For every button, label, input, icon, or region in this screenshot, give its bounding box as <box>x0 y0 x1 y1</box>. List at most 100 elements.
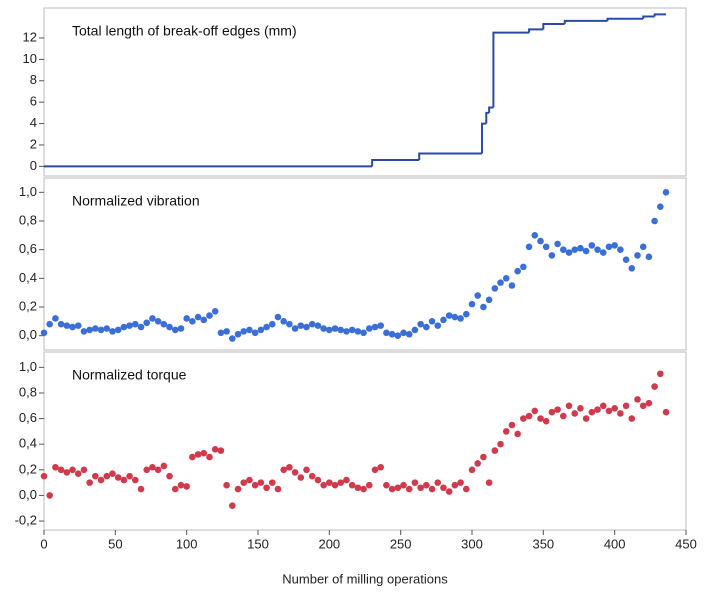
scatter-point <box>257 326 265 334</box>
scatter-point <box>599 249 607 256</box>
scatter-point <box>383 329 390 337</box>
scatter-point <box>166 472 173 480</box>
scatter-point <box>497 440 504 448</box>
scatter-point <box>331 325 339 332</box>
scatter-point <box>223 328 230 335</box>
scatter-point <box>177 481 185 489</box>
scatter-point <box>194 451 202 458</box>
scatter-point <box>622 256 630 264</box>
panel-frame <box>43 7 687 177</box>
y-tick-label: 12 <box>23 29 37 44</box>
scatter-point <box>183 315 190 322</box>
scatter-point <box>46 320 54 328</box>
scatter-point <box>57 320 65 328</box>
scatter-point <box>548 252 556 259</box>
scatter-point <box>657 203 664 210</box>
scatter-point <box>137 323 145 331</box>
scatter-point <box>405 485 413 493</box>
scatter-point <box>554 240 561 248</box>
scatter-point <box>588 408 596 416</box>
step-line <box>488 106 494 113</box>
scatter-point <box>388 485 396 493</box>
scatter-point <box>560 246 567 253</box>
scatter-point <box>291 469 299 476</box>
y-tick-label: 6 <box>30 94 37 109</box>
scatter-point <box>411 479 419 486</box>
x-axis-label: Number of milling operations <box>282 571 448 586</box>
scatter-point <box>485 479 493 486</box>
scatter-point <box>132 476 139 484</box>
scatter-point <box>508 421 516 429</box>
scatter-point <box>154 318 162 325</box>
scatter-point <box>548 408 556 416</box>
y-tick-label: 0 <box>30 158 37 173</box>
scatter-point <box>154 466 162 474</box>
panel-title: Normalized torque <box>72 367 187 383</box>
scatter-point <box>497 279 504 286</box>
scatter-point <box>405 330 413 338</box>
scatter-point <box>274 485 282 493</box>
scatter-point <box>160 320 168 328</box>
scatter-point <box>508 282 516 289</box>
x-tick-label: 100 <box>176 536 198 551</box>
scatter-point <box>423 481 430 489</box>
scatter-point <box>423 323 430 331</box>
scatter-point <box>69 466 76 474</box>
scatter-point <box>92 325 99 332</box>
y-tick-label: 10 <box>23 51 37 66</box>
scatter-point <box>103 325 111 332</box>
scatter-point <box>394 484 402 492</box>
scatter-point <box>457 315 464 322</box>
scatter-point <box>571 246 579 253</box>
scatter-point <box>468 300 476 308</box>
scatter-point <box>360 485 367 493</box>
scatter-point <box>365 325 373 332</box>
scatter-point <box>229 335 236 342</box>
scatter-point <box>206 453 213 461</box>
x-tick-label: 450 <box>675 536 697 551</box>
scatter-point <box>343 328 350 335</box>
scatter-point <box>457 479 464 486</box>
scatter-point <box>662 408 670 416</box>
y-tick-label: 1,0 <box>19 359 37 374</box>
scatter-point <box>149 315 156 322</box>
scatter-point <box>445 488 453 495</box>
y-tick-label: 0,6 <box>19 241 37 256</box>
scatter-point <box>337 326 345 334</box>
scatter-point <box>417 484 424 492</box>
scatter-point <box>400 481 407 489</box>
scatter-point <box>97 476 105 484</box>
y-tick-label: 0,8 <box>19 212 37 227</box>
scatter-point <box>314 476 322 484</box>
y-tick-label: -0,2 <box>15 512 37 527</box>
scatter-point <box>428 318 436 325</box>
scatter-point <box>462 485 470 493</box>
scatter-point <box>594 406 601 413</box>
panel-title: Total length of break-off edges (mm) <box>72 23 297 39</box>
scatter-point <box>286 463 293 471</box>
scatter-point <box>137 485 145 493</box>
scatter-point <box>628 265 636 272</box>
scatter-point <box>445 312 453 319</box>
scatter-point <box>502 275 510 282</box>
scatter-point <box>257 479 265 486</box>
scatter-point <box>485 296 493 304</box>
y-tick-label: 0,2 <box>19 461 37 476</box>
scatter-point <box>320 481 327 489</box>
y-tick-label: 0,4 <box>19 270 37 285</box>
scatter-point <box>491 447 499 454</box>
scatter-point <box>143 466 151 474</box>
scatter-point <box>611 405 618 412</box>
scatter-point <box>480 303 487 311</box>
scatter-point <box>280 318 287 325</box>
scatter-point <box>400 329 407 337</box>
scatter-point <box>126 472 133 480</box>
x-tick-label: 300 <box>461 536 483 551</box>
scatter-point <box>639 402 647 410</box>
scatter-point <box>114 474 122 481</box>
scatter-point <box>297 474 305 481</box>
scatter-point <box>194 313 202 321</box>
scatter-point <box>229 502 236 509</box>
scatter-point <box>263 484 270 492</box>
scatter-point <box>440 484 447 492</box>
